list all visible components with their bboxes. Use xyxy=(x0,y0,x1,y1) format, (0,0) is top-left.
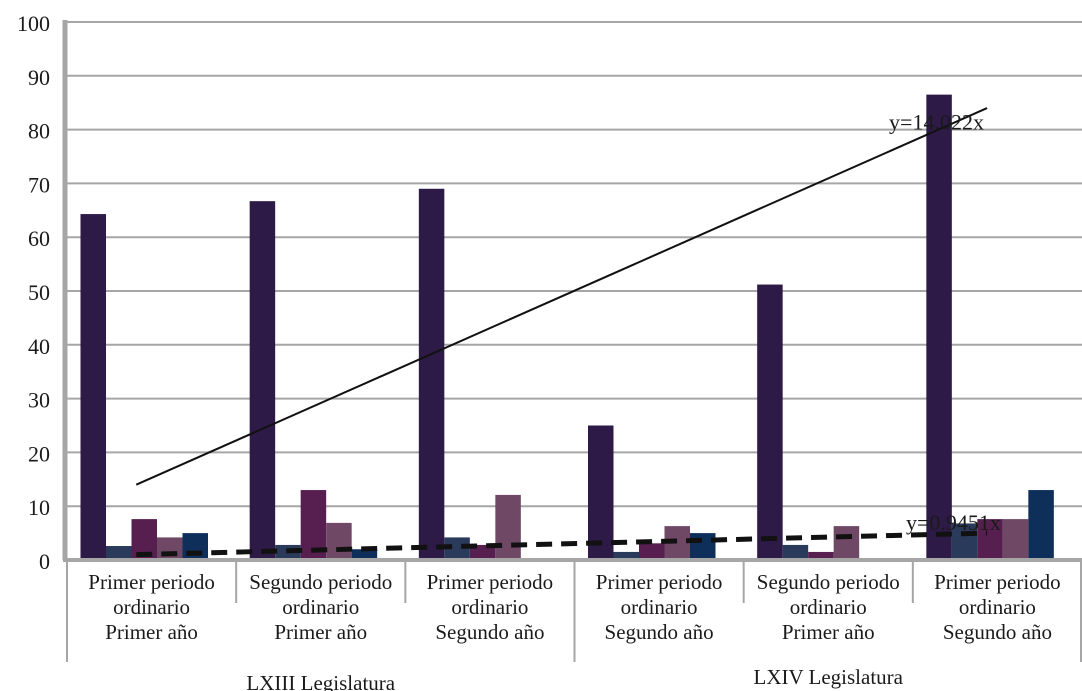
y-tick-label: 30 xyxy=(28,388,50,413)
x-category-label: Primer periodo xyxy=(427,570,554,594)
bar xyxy=(182,533,208,560)
y-tick-label: 20 xyxy=(28,441,50,466)
x-category-label: Primer periodo xyxy=(934,570,1061,594)
trendline-label: y=14.022x xyxy=(889,110,984,135)
trendline xyxy=(135,107,988,486)
bar xyxy=(588,425,614,560)
bar xyxy=(495,494,521,560)
bar xyxy=(613,551,639,560)
y-axis-tick-labels: 0 10 20 30 40 50 60 70 80 90 100 xyxy=(17,11,50,574)
y-tick-label: 90 xyxy=(28,65,50,90)
y-tick-label: 100 xyxy=(17,11,50,36)
y-tick-label: 50 xyxy=(28,280,50,305)
bar xyxy=(690,533,716,560)
bar xyxy=(469,544,496,560)
x-category-label: ordinario xyxy=(451,595,528,619)
x-group-label: LXIII Legislatura xyxy=(246,671,395,691)
y-tick-label: 0 xyxy=(39,549,50,574)
x-category-label: ordinario xyxy=(790,595,867,619)
bar xyxy=(808,551,834,560)
bars xyxy=(80,94,1054,561)
y-tick-label: 40 xyxy=(28,334,50,359)
bar xyxy=(977,519,1003,560)
x-category-label: Primer periodo xyxy=(596,570,723,594)
bar xyxy=(1002,519,1029,560)
trendline-label: y=0.9451x xyxy=(906,510,1001,535)
y-tick-label: 70 xyxy=(28,172,50,197)
y-tick-label: 80 xyxy=(28,119,50,144)
trendlines: y=14.022x y=0.9451x xyxy=(135,107,1001,558)
bar xyxy=(351,549,378,560)
bar xyxy=(782,544,809,560)
x-category-label: Primer periodo xyxy=(88,570,215,594)
axes xyxy=(62,20,1082,662)
bar xyxy=(926,94,952,560)
x-category-label: Segundo periodo xyxy=(249,570,392,594)
bar xyxy=(639,543,665,560)
y-tick-label: 60 xyxy=(28,226,50,251)
x-category-label: ordinario xyxy=(621,595,698,619)
bar xyxy=(1028,490,1054,560)
x-category-label: Segundo año xyxy=(605,620,714,644)
y-tick-label: 10 xyxy=(28,495,50,520)
x-group-label: LXIV Legislatura xyxy=(754,665,904,689)
bar xyxy=(106,546,132,560)
bar xyxy=(444,537,470,560)
x-category-label: ordinario xyxy=(959,595,1036,619)
x-category-label: Segundo año xyxy=(435,620,544,644)
x-category-label: ordinario xyxy=(282,595,359,619)
bar xyxy=(157,537,183,560)
bar xyxy=(418,188,445,560)
x-category-label: Primer año xyxy=(105,620,198,644)
x-category-label: Primer año xyxy=(782,620,875,644)
bar xyxy=(80,214,106,561)
bar xyxy=(249,201,276,561)
bar xyxy=(951,523,978,560)
x-axis-group-labels: LXIII Legislatura LXIV Legislatura xyxy=(246,665,903,691)
bar xyxy=(757,284,783,560)
trendline xyxy=(136,530,988,558)
x-category-label: ordinario xyxy=(113,595,190,619)
bar xyxy=(833,526,860,560)
x-category-label: Segundo periodo xyxy=(757,570,900,594)
bar xyxy=(326,522,352,560)
x-category-label: Primer año xyxy=(274,620,367,644)
x-category-label: Segundo año xyxy=(943,620,1052,644)
